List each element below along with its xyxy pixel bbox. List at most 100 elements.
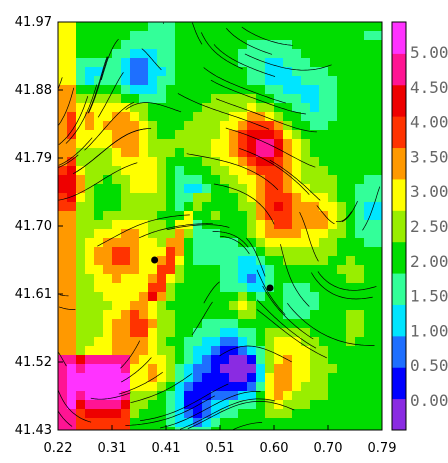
heatmap-cell bbox=[130, 121, 140, 131]
heatmap-cell bbox=[112, 31, 122, 41]
heatmap-cell bbox=[157, 247, 167, 257]
heatmap-cell bbox=[58, 40, 68, 50]
heatmap-cell bbox=[166, 328, 176, 338]
heatmap-cell bbox=[373, 139, 382, 149]
heatmap-cell bbox=[76, 427, 86, 430]
heatmap-cell bbox=[157, 22, 167, 32]
heatmap-cell bbox=[238, 310, 248, 320]
heatmap-cell bbox=[58, 49, 68, 59]
heatmap-cell bbox=[274, 139, 284, 149]
heatmap-cell bbox=[175, 400, 185, 410]
heatmap-cell bbox=[121, 157, 131, 167]
heatmap-cell bbox=[67, 166, 77, 176]
heatmap-cell bbox=[85, 49, 95, 59]
heatmap-cell bbox=[76, 247, 86, 257]
heatmap-cell bbox=[139, 247, 149, 257]
heatmap-cell bbox=[319, 337, 329, 347]
heatmap-cell bbox=[85, 301, 95, 311]
heatmap-cell bbox=[184, 148, 194, 158]
heatmap-cell bbox=[157, 400, 167, 410]
heatmap-cell bbox=[229, 292, 239, 302]
heatmap-cell bbox=[220, 22, 230, 32]
heatmap-cell bbox=[166, 130, 176, 140]
heatmap-cell bbox=[292, 409, 302, 419]
heatmap-cell bbox=[301, 391, 311, 401]
heatmap-cell bbox=[274, 256, 284, 266]
heatmap-cell bbox=[346, 94, 356, 104]
colorbar-swatch bbox=[392, 241, 406, 274]
heatmap-cell bbox=[157, 364, 167, 374]
heatmap-cell bbox=[238, 49, 248, 59]
heatmap-cell bbox=[121, 85, 131, 95]
heatmap-cell bbox=[337, 364, 347, 374]
heatmap-cell bbox=[220, 418, 230, 428]
heatmap-cell bbox=[328, 148, 338, 158]
heatmap-cell bbox=[202, 211, 212, 221]
streamline bbox=[58, 410, 73, 427]
heatmap-cell bbox=[274, 193, 284, 203]
heatmap-cell bbox=[355, 373, 365, 383]
heatmap-cell bbox=[346, 364, 356, 374]
streamline bbox=[97, 214, 190, 247]
x-tick-label: 0.51 bbox=[206, 441, 235, 456]
heatmap-cell bbox=[301, 283, 311, 293]
heatmap-cell bbox=[148, 283, 158, 293]
heatmap-cell bbox=[166, 274, 176, 284]
heatmap-cell bbox=[202, 283, 212, 293]
heatmap-cell bbox=[247, 391, 257, 401]
heatmap-cell bbox=[328, 157, 338, 167]
heatmap-cell bbox=[121, 427, 131, 430]
heatmap-cell bbox=[373, 319, 382, 329]
x-axis: 0.22 0.31 0.41 0.51 0.60 0.70 0.79 bbox=[44, 425, 396, 456]
heatmap-cell bbox=[274, 94, 284, 104]
heatmap-cell bbox=[112, 427, 122, 430]
heatmap-cell bbox=[166, 22, 176, 32]
heatmap-cell bbox=[364, 139, 374, 149]
heatmap-cell bbox=[85, 346, 95, 356]
heatmap-cell bbox=[157, 409, 167, 419]
heatmap-cell bbox=[211, 355, 221, 365]
heatmap-cell bbox=[238, 328, 248, 338]
heatmap-cell bbox=[292, 94, 302, 104]
heatmap-cell bbox=[283, 247, 293, 257]
heatmap-cell bbox=[76, 292, 86, 302]
heatmap-cell bbox=[265, 427, 275, 430]
heatmap-cell bbox=[310, 49, 320, 59]
heatmap-cell bbox=[346, 319, 356, 329]
heatmap-cell bbox=[121, 319, 131, 329]
heatmap-cell bbox=[310, 301, 320, 311]
heatmap-cell bbox=[112, 310, 122, 320]
heatmap-cell bbox=[337, 409, 347, 419]
heatmap-cell bbox=[211, 58, 221, 68]
heatmap-cell bbox=[202, 22, 212, 32]
heatmap-cell bbox=[229, 373, 239, 383]
heatmap-cell bbox=[328, 337, 338, 347]
heatmap-cell bbox=[373, 148, 382, 158]
heatmap-cell bbox=[373, 238, 382, 248]
heatmap-cell bbox=[238, 256, 248, 266]
heatmap-cell bbox=[130, 409, 140, 419]
heatmap-cell bbox=[328, 274, 338, 284]
heatmap-cell bbox=[139, 76, 149, 86]
heatmap-cell bbox=[76, 175, 86, 185]
heatmap-cell bbox=[355, 265, 365, 275]
heatmap-cell bbox=[256, 157, 266, 167]
heatmap-cell bbox=[238, 139, 248, 149]
heatmap-cell bbox=[337, 328, 347, 338]
heatmap-cell bbox=[256, 400, 266, 410]
heatmap-cell bbox=[337, 355, 347, 365]
heatmap-cell bbox=[202, 193, 212, 203]
heatmap-cell bbox=[256, 301, 266, 311]
heatmap-cell bbox=[184, 49, 194, 59]
heatmap-cell bbox=[373, 22, 382, 32]
heatmap-cell bbox=[58, 427, 68, 430]
heatmap-cell bbox=[373, 103, 382, 113]
heatmap-cell bbox=[256, 40, 266, 50]
streamline bbox=[139, 383, 229, 422]
heatmap-cell bbox=[220, 166, 230, 176]
heatmap-cell bbox=[364, 67, 374, 77]
heatmap-cell bbox=[139, 193, 149, 203]
colorbar: 0.0000.5001.0001.5002.0002.5003.0003.500… bbox=[391, 21, 448, 431]
colorbar-swatch bbox=[392, 116, 406, 149]
heatmap-cell bbox=[85, 373, 95, 383]
